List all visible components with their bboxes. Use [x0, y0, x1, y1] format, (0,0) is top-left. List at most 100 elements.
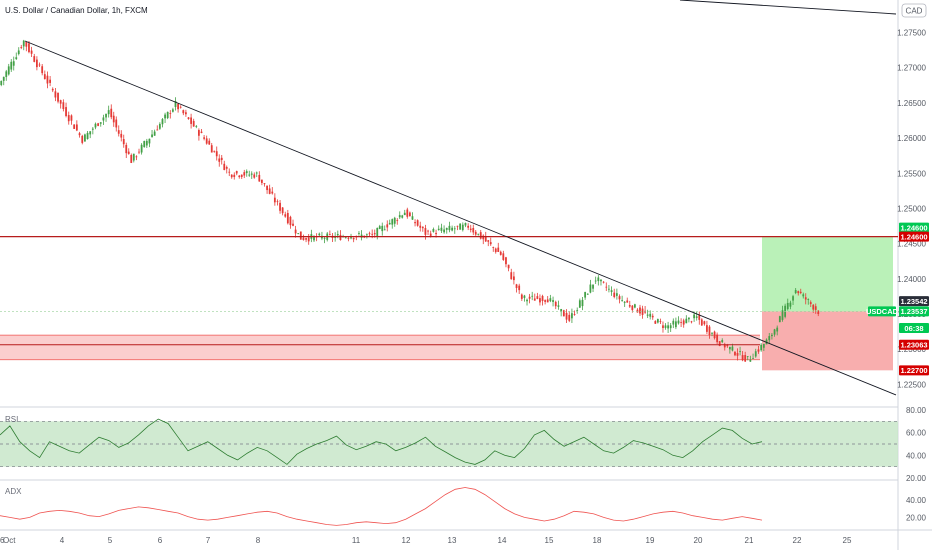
candle-down[interactable]	[723, 342, 726, 351]
candle-down[interactable]	[271, 187, 274, 195]
candle-down[interactable]	[352, 237, 355, 243]
candle-up[interactable]	[411, 212, 414, 220]
candle-up[interactable]	[140, 143, 143, 155]
candle-down[interactable]	[138, 148, 140, 155]
candle-up[interactable]	[610, 286, 613, 296]
candle-up[interactable]	[592, 284, 594, 293]
candle-down[interactable]	[554, 300, 557, 310]
candle-up[interactable]	[17, 47, 20, 56]
candle-down[interactable]	[25, 41, 28, 52]
candle-down[interactable]	[544, 299, 547, 305]
candle-up[interactable]	[792, 294, 794, 306]
candle-down[interactable]	[472, 224, 475, 236]
candle-down[interactable]	[73, 124, 76, 129]
candle-down[interactable]	[43, 70, 46, 80]
candle-up[interactable]	[778, 315, 781, 323]
candle-up[interactable]	[477, 233, 480, 236]
candle-up[interactable]	[151, 130, 153, 138]
candle-down[interactable]	[279, 200, 281, 214]
candle-up[interactable]	[675, 317, 677, 330]
candle-down[interactable]	[286, 209, 289, 225]
candle-down[interactable]	[505, 256, 507, 268]
candle-down[interactable]	[546, 296, 549, 303]
candle-down[interactable]	[424, 224, 427, 240]
candle-up[interactable]	[102, 114, 105, 125]
candle-down[interactable]	[713, 330, 716, 340]
candle-up[interactable]	[768, 332, 771, 344]
candle-down[interactable]	[487, 239, 490, 247]
candle-down[interactable]	[67, 111, 70, 125]
candle-down[interactable]	[225, 165, 228, 174]
candle-up[interactable]	[615, 288, 618, 300]
candle-down[interactable]	[38, 62, 41, 68]
candle-up[interactable]	[807, 298, 810, 305]
candle-up[interactable]	[383, 225, 386, 231]
candle-down[interactable]	[281, 207, 284, 216]
candle-up[interactable]	[672, 318, 675, 329]
candle-down[interactable]	[741, 351, 744, 362]
candle-up[interactable]	[773, 328, 776, 337]
candle-down[interactable]	[539, 294, 541, 306]
candle-up[interactable]	[752, 353, 754, 359]
candle-down[interactable]	[703, 320, 706, 326]
candle-down[interactable]	[347, 236, 350, 242]
candle-up[interactable]	[255, 171, 258, 178]
candle-up[interactable]	[360, 230, 363, 241]
candle-up[interactable]	[711, 331, 713, 337]
candle-down[interactable]	[33, 53, 36, 63]
candle-up[interactable]	[245, 169, 248, 177]
candle-down[interactable]	[78, 131, 81, 138]
candle-up[interactable]	[623, 300, 626, 307]
candle-down[interactable]	[408, 211, 411, 217]
candle-up[interactable]	[685, 315, 688, 324]
candle-up[interactable]	[586, 293, 589, 295]
candle-up[interactable]	[174, 97, 177, 111]
candle-down[interactable]	[502, 250, 505, 261]
candle-up[interactable]	[453, 226, 456, 234]
candle-up[interactable]	[771, 332, 773, 340]
candle-up[interactable]	[250, 171, 253, 179]
candle-down[interactable]	[135, 155, 138, 161]
candle-down[interactable]	[339, 230, 342, 241]
candle-up[interactable]	[531, 291, 534, 301]
candle-down[interactable]	[562, 309, 565, 317]
candle-up[interactable]	[552, 296, 554, 307]
candle-down[interactable]	[817, 310, 820, 317]
candle-down[interactable]	[698, 311, 701, 325]
candle-down[interactable]	[156, 125, 159, 131]
candle-down[interactable]	[20, 44, 23, 50]
candle-up[interactable]	[91, 126, 94, 135]
candle-up[interactable]	[786, 298, 789, 311]
candle-up[interactable]	[0, 80, 3, 87]
candle-down[interactable]	[208, 138, 211, 145]
candle-down[interactable]	[122, 134, 125, 148]
candle-down[interactable]	[494, 247, 497, 254]
candle-down[interactable]	[213, 150, 216, 153]
candle-up[interactable]	[621, 295, 624, 302]
candle-up[interactable]	[15, 52, 18, 60]
candle-down[interactable]	[479, 229, 482, 240]
candle-down[interactable]	[690, 320, 693, 324]
candle-down[interactable]	[299, 231, 302, 240]
candle-down[interactable]	[59, 99, 62, 109]
candle-up[interactable]	[248, 170, 251, 177]
candle-down[interactable]	[427, 229, 429, 236]
candle-down[interactable]	[799, 288, 802, 295]
candle-down[interactable]	[639, 304, 641, 317]
candle-up[interactable]	[86, 130, 89, 140]
candle-down[interactable]	[185, 109, 187, 117]
candle-up[interactable]	[378, 224, 381, 230]
candle-down[interactable]	[706, 320, 708, 334]
candle-down[interactable]	[736, 348, 739, 361]
candle-up[interactable]	[739, 346, 741, 356]
candle-up[interactable]	[523, 294, 526, 302]
candle-up[interactable]	[649, 310, 652, 320]
candle-up[interactable]	[526, 298, 528, 306]
candle-up[interactable]	[667, 321, 669, 334]
candle-up[interactable]	[789, 300, 792, 310]
candle-down[interactable]	[117, 125, 120, 137]
candle-down[interactable]	[233, 172, 236, 180]
candle-up[interactable]	[437, 225, 440, 231]
candle-down[interactable]	[518, 283, 521, 295]
candle-up[interactable]	[448, 221, 451, 233]
